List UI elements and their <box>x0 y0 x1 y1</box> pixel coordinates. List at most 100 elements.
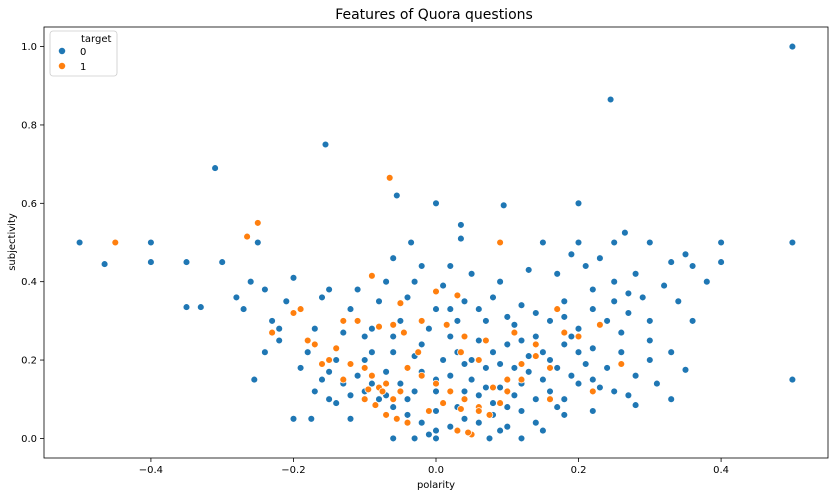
point-series-0-172 <box>446 262 455 270</box>
legend-box <box>49 30 118 77</box>
point-series-0-175 <box>546 356 554 364</box>
point-series-0-209 <box>638 293 647 302</box>
point-series-1-46 <box>596 321 604 329</box>
point-series-0-93 <box>318 375 326 384</box>
point-series-0-73 <box>503 340 512 349</box>
point-series-0-41 <box>410 434 419 443</box>
legend-title: target <box>81 34 111 45</box>
point-series-0-92 <box>296 364 305 372</box>
point-series-1-35 <box>432 379 440 388</box>
point-series-0-126 <box>467 356 476 364</box>
point-series-1-73 <box>318 360 326 368</box>
point-series-0-19 <box>717 238 725 247</box>
point-series-0-59 <box>403 293 412 302</box>
point-series-0-16 <box>574 238 583 247</box>
point-series-0-84 <box>510 321 519 329</box>
point-series-0-4 <box>393 191 401 200</box>
point-series-0-113 <box>425 430 433 439</box>
point-series-0-162 <box>410 277 419 286</box>
point-series-0-166 <box>524 266 533 274</box>
point-series-1-66 <box>457 348 465 356</box>
point-series-1-9 <box>296 305 305 313</box>
y-tick-label: 0.6 <box>21 199 37 210</box>
point-series-0-203 <box>475 305 483 313</box>
point-series-0-123 <box>382 368 390 376</box>
point-series-0-62 <box>318 293 326 302</box>
point-series-0-134 <box>482 364 490 372</box>
point-series-0-169 <box>596 254 604 262</box>
point-series-1-52 <box>403 418 412 427</box>
point-series-0-65 <box>275 336 283 345</box>
point-series-1-30 <box>396 387 405 396</box>
point-series-1-31 <box>389 395 397 403</box>
point-series-0-119 <box>524 368 533 376</box>
point-series-1-69 <box>332 344 340 353</box>
point-series-0-17 <box>610 238 618 247</box>
point-series-0-79 <box>667 348 675 356</box>
point-series-0-152 <box>688 262 697 270</box>
point-series-0-181 <box>496 426 504 435</box>
point-series-0-5 <box>432 199 440 208</box>
x-tick-label: 0.0 <box>428 465 444 476</box>
point-series-1-4 <box>496 238 504 247</box>
point-series-1-47 <box>553 305 561 313</box>
point-series-0-64 <box>268 317 276 325</box>
point-series-0-49 <box>688 317 697 325</box>
point-series-0-50 <box>703 277 711 286</box>
point-series-0-54 <box>560 297 569 306</box>
point-series-1-71 <box>589 387 597 396</box>
point-series-0-207 <box>589 305 597 313</box>
point-series-0-2 <box>321 140 330 149</box>
point-series-1-19 <box>417 317 426 325</box>
legend-label-1: 1 <box>80 62 86 73</box>
point-series-0-85 <box>482 317 490 325</box>
point-series-1-70 <box>617 360 626 368</box>
point-series-0-3 <box>211 164 219 172</box>
point-series-0-160 <box>353 285 362 294</box>
point-series-0-125 <box>439 356 447 364</box>
point-series-0-70 <box>417 340 426 349</box>
point-series-1-23 <box>510 328 519 337</box>
point-series-1-40 <box>503 375 512 384</box>
point-series-1-26 <box>346 360 355 368</box>
point-series-0-106 <box>517 407 526 415</box>
y-axis-label: subjectivity <box>7 213 18 271</box>
point-series-0-68 <box>360 356 369 364</box>
point-series-0-18 <box>646 238 654 247</box>
point-series-0-192 <box>368 379 376 388</box>
point-series-0-149 <box>610 277 618 286</box>
point-series-1-49 <box>371 401 380 409</box>
point-series-0-60 <box>375 297 383 306</box>
point-series-1-65 <box>425 407 433 415</box>
point-series-1-51 <box>393 415 401 423</box>
point-series-0-136 <box>403 395 412 403</box>
point-series-0-196 <box>325 368 333 376</box>
point-series-0-71 <box>446 332 455 341</box>
point-series-0-13 <box>407 238 415 247</box>
point-series-0-51 <box>667 258 675 266</box>
point-series-0-195 <box>311 387 319 396</box>
point-series-0-25 <box>717 258 725 266</box>
point-series-0-1 <box>606 95 615 104</box>
point-series-0-115 <box>396 379 405 388</box>
point-series-1-61 <box>496 399 504 407</box>
point-series-0-32 <box>307 415 316 423</box>
point-series-0-163 <box>439 281 447 290</box>
point-series-0-88 <box>396 317 405 325</box>
point-series-1-44 <box>560 328 569 337</box>
point-series-0-133 <box>539 375 547 384</box>
point-series-0-145 <box>653 379 661 388</box>
point-series-0-153 <box>246 277 255 286</box>
point-series-0-89 <box>368 324 376 333</box>
point-series-1-57 <box>464 428 472 437</box>
point-series-1-60 <box>485 411 494 419</box>
point-series-0-75 <box>560 340 569 349</box>
point-series-0-177 <box>596 383 604 392</box>
point-series-0-157 <box>275 324 283 333</box>
point-series-0-187 <box>489 348 497 356</box>
point-series-0-46 <box>346 415 355 423</box>
point-series-0-99 <box>417 418 426 427</box>
point-series-0-91 <box>311 324 319 333</box>
point-series-1-0 <box>385 174 394 182</box>
